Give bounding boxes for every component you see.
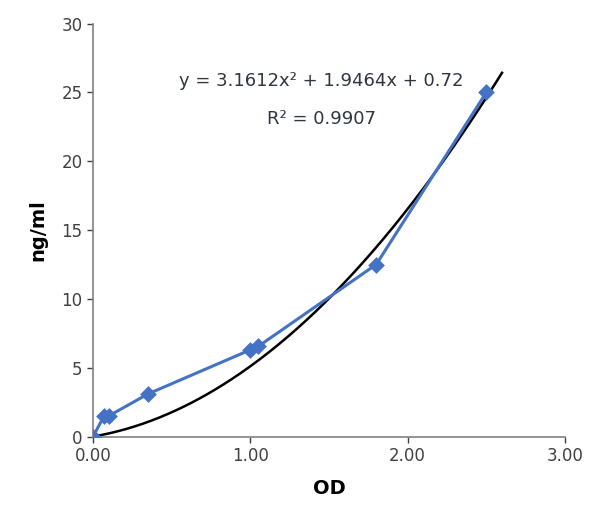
Point: [253, 342, 263, 351]
Y-axis label: ng/ml: ng/ml: [29, 199, 47, 261]
Text: y = 3.1612x² + 1.9464x + 0.72: y = 3.1612x² + 1.9464x + 0.72: [179, 72, 463, 90]
Text: R² = 0.9907: R² = 0.9907: [266, 110, 376, 129]
Point: [100, 412, 109, 420]
Point: [143, 390, 153, 398]
Point: [245, 345, 255, 354]
Point: [88, 432, 98, 440]
Point: [481, 88, 491, 97]
Point: [104, 412, 113, 420]
X-axis label: OD: OD: [313, 479, 346, 498]
Point: [371, 260, 381, 269]
